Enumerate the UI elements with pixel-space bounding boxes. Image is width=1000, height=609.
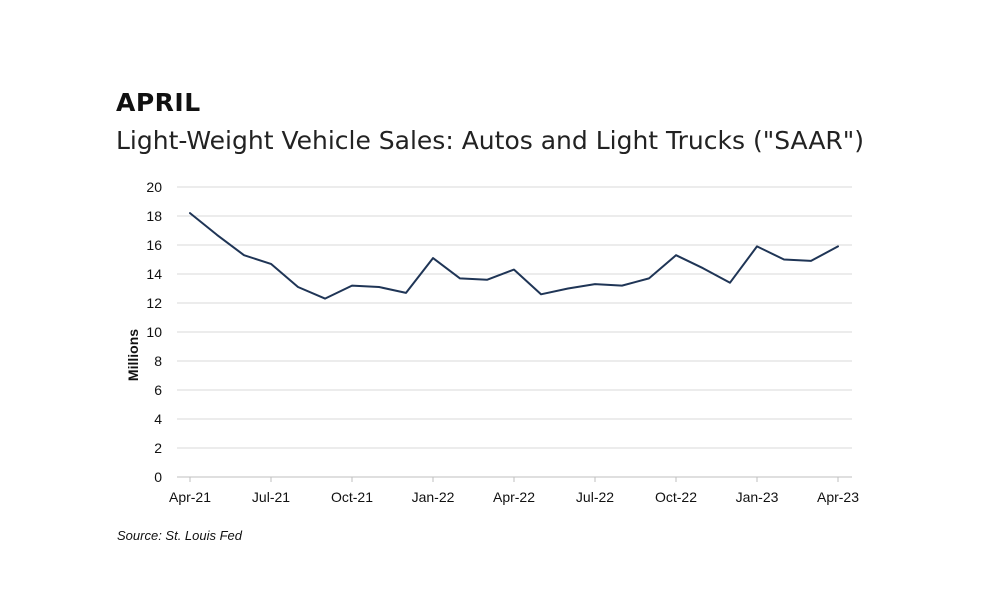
gridlines [177, 186, 852, 449]
y-tick-label: 20 [146, 179, 162, 195]
y-axis-ticks: 0 2 4 6 8 10 12 14 16 18 20 [146, 179, 162, 485]
x-tick-label: Apr-23 [817, 489, 859, 505]
x-axis-ticks: Apr-21 Jul-21 Oct-21 Jan-22 Apr-22 Jul-22 Oct-… [169, 477, 859, 505]
series-layer [189, 212, 839, 300]
y-tick-label: 0 [154, 469, 162, 485]
y-axis-label: Millions [125, 329, 141, 381]
y-tick-label: 16 [146, 237, 162, 253]
x-tick-label: Oct-21 [331, 489, 373, 505]
y-tick-label: 8 [154, 353, 162, 369]
y-tick-label: 10 [146, 324, 162, 340]
x-tick-label: Jan-23 [736, 489, 779, 505]
chart-title: Light-Weight Vehicle Sales: Autos and Li… [116, 126, 865, 155]
series-line [189, 212, 839, 300]
x-tick-label: Apr-21 [169, 489, 211, 505]
x-tick-label: Apr-22 [493, 489, 535, 505]
x-tick-label: Oct-22 [655, 489, 697, 505]
page-heading: APRIL [116, 88, 201, 117]
y-tick-label: 14 [146, 266, 162, 282]
y-tick-label: 2 [154, 440, 162, 456]
y-tick-label: 18 [146, 208, 162, 224]
x-tick-label: Jul-22 [576, 489, 614, 505]
x-tick-label: Jul-21 [252, 489, 290, 505]
x-tick-label: Jan-22 [412, 489, 455, 505]
y-tick-label: 6 [154, 382, 162, 398]
y-tick-label: 4 [154, 411, 162, 427]
source-note: Source: St. Louis Fed [117, 528, 243, 543]
y-tick-label: 12 [146, 295, 162, 311]
